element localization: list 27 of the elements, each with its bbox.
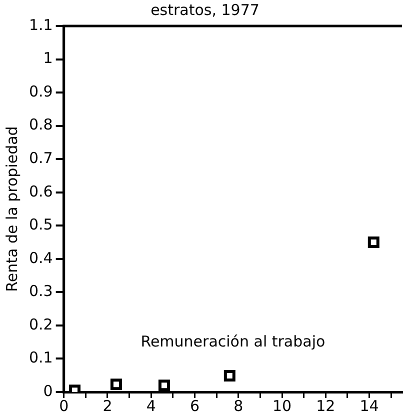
x-tick-label: 12 [316,396,336,415]
y-tick-label: 1 [43,49,53,68]
x-tick-label: 8 [234,396,244,415]
y-tick-label: 0.7 [28,148,53,167]
y-tick-label: 0.4 [28,248,53,267]
point [110,378,122,390]
y-tick-label: 0 [43,382,53,400]
x-tick-label: 2 [102,396,112,415]
y-tick-label: 1.1 [28,16,53,34]
point [368,236,380,248]
x-axis-title: Remuneración al trabajo [140,332,326,350]
y-axis-title: Renta de la propiedad [2,126,21,292]
y-tick-label: 0.1 [28,348,53,367]
x-tick-label: 0 [59,396,69,415]
x-tick-label: 10 [272,396,292,415]
y-tick-label: 0.3 [28,282,53,300]
x-tick-label: 14 [360,396,379,415]
chart-title: estratos, 1977 [150,0,260,19]
y-tick-label: 0.2 [28,315,53,334]
y-tick-label: 0.5 [28,216,53,234]
point [224,370,236,382]
y-tick-label: 0.6 [28,182,53,200]
x-tick-label: 4 [146,396,156,415]
x-tick-label: 6 [190,396,200,415]
y-tick-label: 0.8 [28,116,53,134]
point [158,380,170,392]
y-tick-label: 0.9 [28,82,53,100]
